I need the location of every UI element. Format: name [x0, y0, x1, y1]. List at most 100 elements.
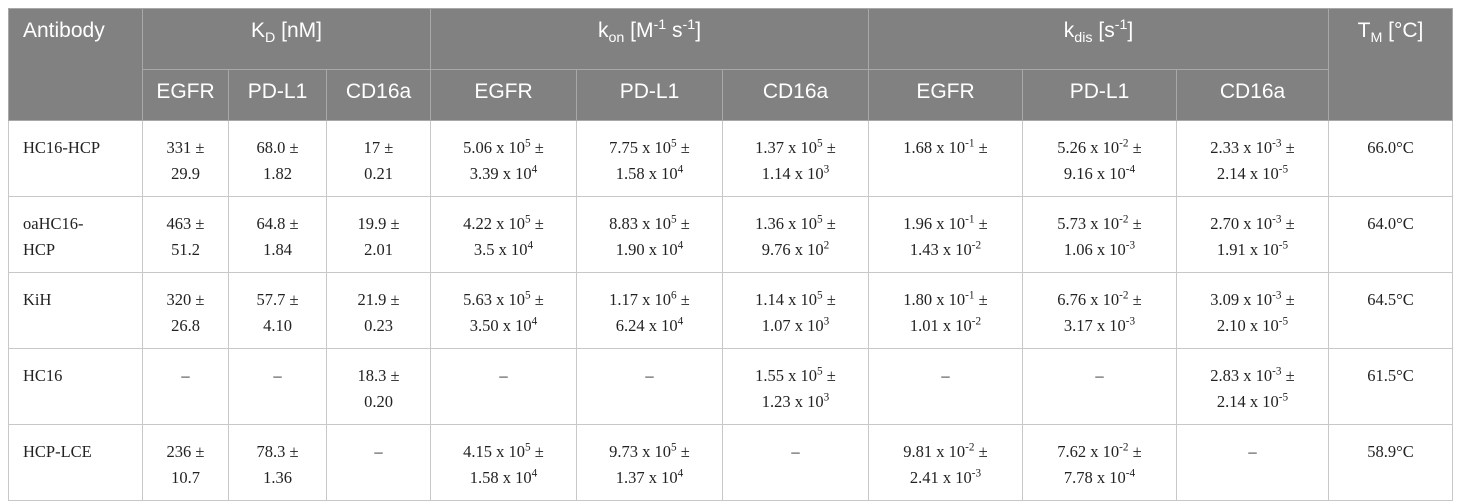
superscript: 6 [671, 289, 677, 302]
superscript: -3 [1125, 239, 1136, 252]
text: T [1357, 19, 1371, 42]
cell-line: 58.9°C [1333, 439, 1448, 465]
cell-line: 2.83 x 10-3 ± [1181, 363, 1324, 389]
cell-line: 26.8 [147, 313, 224, 339]
text: 18.3 ± [357, 366, 400, 385]
text: 5.63 x 10 [463, 290, 526, 309]
text: ± [822, 366, 836, 385]
text: k [597, 19, 609, 42]
table-cell: 57.7 ± 4.10 [228, 272, 327, 349]
cell-line: 1.96 x 10-1 ± [873, 211, 1018, 237]
superscript: 5 [525, 441, 531, 454]
header-row: EGFR PD-L1 CD16a EGFR PD-L1 CD16a EGFR PD-L1 CD1… [9, 69, 1453, 121]
text: 320 ± [166, 290, 205, 309]
column-header: Antibody [8, 8, 143, 121]
table-cell: – [722, 424, 870, 501]
text: 64.5°C [1367, 290, 1414, 309]
table-header: Antibody KD [nM] kon [M-1 s-1] kdis [s-1] TM… [8, 8, 1454, 121]
superscript: -5 [1278, 239, 1289, 252]
table-cell: 61.5°C [1328, 348, 1454, 425]
superscript: 2 [823, 239, 830, 252]
text: 1.80 x 10 [903, 290, 966, 309]
text: ± [676, 138, 690, 157]
text: 1.14 x 10 [761, 164, 824, 183]
superscript: -2 [971, 315, 982, 328]
cell-line: 1.55 x 105 ± [727, 363, 864, 389]
table-cell: 68.0 ± 1.82 [228, 120, 327, 197]
cell-line: – [233, 363, 322, 389]
text: 3.39 x 10 [469, 164, 532, 183]
text: 1.82 [263, 164, 292, 183]
text: ± [822, 214, 836, 233]
text: 68.0 ± [256, 138, 299, 157]
table-cell: 4.15 x 105 ±1.58 x 104 [430, 424, 578, 501]
cell-line: 463 ± [147, 211, 224, 237]
text: 2.70 x 10 [1210, 214, 1273, 233]
superscript: -1 [1114, 17, 1128, 33]
column-header: EGFR [430, 69, 578, 121]
table-cell: 5.63 x 105 ±3.50 x 104 [430, 272, 578, 349]
superscript: 5 [817, 365, 823, 378]
superscript: 5 [817, 137, 823, 150]
text: CD16a [1219, 80, 1286, 103]
superscript: 4 [677, 315, 684, 328]
cell-line: 8.83 x 105 ± [581, 211, 718, 237]
text: EGFR [916, 80, 975, 103]
text: ± [974, 290, 988, 309]
table-cell: 1.14 x 105 ±1.07 x 103 [722, 272, 870, 349]
text: 2.83 x 10 [1210, 366, 1273, 385]
cell-line: 6.76 x 10-2 ± [1027, 287, 1172, 313]
cell-line: 9.81 x 10-2 ± [873, 439, 1018, 465]
text: CD16a [762, 80, 829, 103]
text: 2.33 x 10 [1210, 138, 1273, 157]
superscript: 3 [823, 163, 830, 176]
table-cell: 17 ± 0.21 [325, 120, 432, 197]
superscript: -1 [965, 213, 975, 226]
superscript: 3 [823, 315, 830, 328]
table-cell: 1.80 x 10-1 ±1.01 x 10-2 [868, 272, 1024, 349]
text: 0.21 [364, 164, 393, 183]
text: PD-L1 [619, 80, 680, 103]
subscript: on [608, 30, 625, 47]
superscript: -2 [971, 239, 982, 252]
superscript: -4 [1125, 467, 1136, 480]
cell-line: 1.07 x 103 [727, 313, 864, 339]
superscript: 4 [527, 239, 534, 252]
text: 1.36 x 10 [755, 214, 818, 233]
text: EGFR [156, 80, 215, 103]
text: k [1063, 19, 1075, 42]
table-cell: 2.83 x 10-3 ± 2.14 x 10-5 [1176, 348, 1330, 425]
cell-line: 1.37 x 104 [581, 465, 718, 491]
text: 4.10 [263, 316, 292, 335]
table-cell: 66.0°C [1328, 120, 1454, 197]
cell-line: 1.68 x 10-1 ± [873, 135, 1018, 161]
text: 61.5°C [1367, 366, 1414, 385]
cell-line: 0.23 [331, 313, 426, 339]
superscript: -5 [1278, 391, 1289, 404]
table-cell: – [142, 348, 229, 425]
superscript: -3 [1272, 289, 1282, 302]
text: 5.73 x 10 [1057, 214, 1120, 233]
text: HC16-HCP [23, 138, 101, 157]
cell-line: – [1027, 363, 1172, 389]
text: ± [530, 214, 544, 233]
text: 2.14 x 10 [1216, 392, 1279, 411]
table-cell: 21.9 ± 0.23 [325, 272, 432, 349]
table-cell: 331 ± 29.9 [142, 120, 229, 197]
superscript: -3 [971, 467, 982, 480]
text: ± [974, 442, 988, 461]
text: 19.9 ± [357, 214, 400, 233]
superscript: 5 [525, 137, 531, 150]
text: 26.8 [171, 316, 200, 335]
table-cell: 58.9°C [1328, 424, 1454, 501]
cell-line: HCP [23, 237, 138, 263]
cell-line: 1.01 x 10-2 [873, 313, 1018, 339]
text: 10.7 [171, 468, 200, 487]
cell-line: – [331, 439, 426, 465]
table-wrap: Antibody KD [nM] kon [M-1 s-1] kdis [s-1] TM… [8, 8, 1454, 501]
column-header: PD-L1 [576, 69, 724, 121]
text: 1.91 x 10 [1216, 240, 1279, 259]
text: s [666, 19, 683, 42]
text: [nM] [275, 19, 323, 42]
cell-line: 1.82 [233, 161, 322, 187]
